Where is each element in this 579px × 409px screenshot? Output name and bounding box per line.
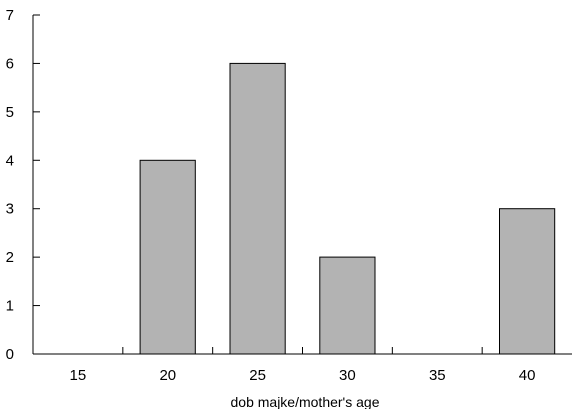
y-tick-label: 7: [6, 7, 14, 24]
y-tick-label: 5: [6, 104, 14, 121]
x-tick-label: 20: [159, 367, 176, 384]
bar-25: [229, 62, 286, 355]
y-tick-label: 3: [6, 201, 14, 218]
y-tick-label: 6: [6, 55, 14, 72]
y-tick-label: 2: [6, 249, 14, 266]
bar-20: [139, 159, 196, 355]
x-tick-label: 15: [70, 367, 87, 384]
y-tick-label: 4: [6, 152, 14, 169]
axes-group: [32, 14, 572, 355]
x-tick-labels: 15 20 25 30 35 40: [70, 367, 536, 384]
bar-30: [319, 256, 376, 355]
bar-40: [499, 208, 556, 355]
x-tick-label: 30: [339, 367, 356, 384]
y-tick-label: 0: [6, 346, 14, 363]
x-tick-label: 35: [429, 367, 446, 384]
x-tick-label: 40: [519, 367, 536, 384]
x-axis-label: dob majke/mother's age: [231, 394, 380, 409]
y-tick-label: 1: [6, 298, 14, 315]
y-tick-labels: 0 1 2 3 4 5 6 7: [6, 7, 14, 363]
bars-group: [139, 62, 556, 355]
x-tick-label: 25: [249, 367, 266, 384]
